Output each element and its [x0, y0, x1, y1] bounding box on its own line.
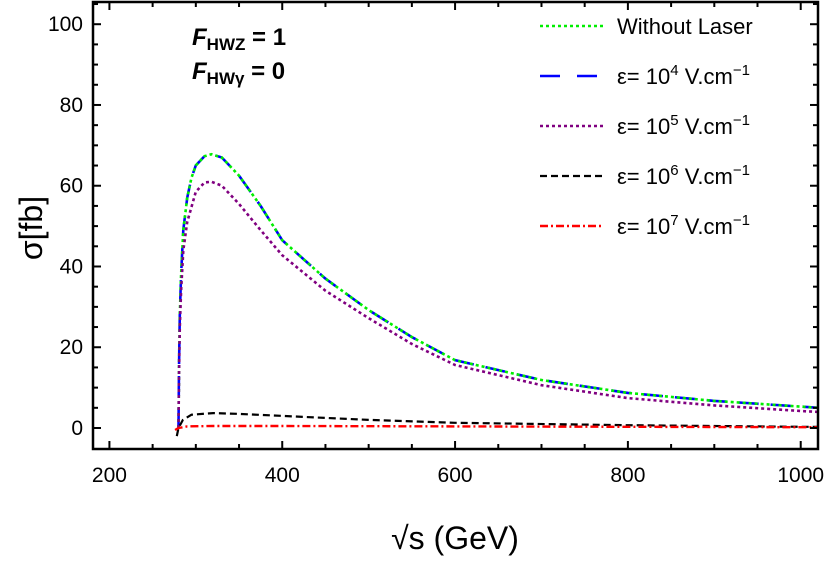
legend: Without Laser ε= 104 V.cm−1 ε= 105 V.cm−1 ε… [540, 14, 753, 239]
y-tick-label: 0 [71, 417, 83, 440]
series-line-1 [177, 152, 818, 429]
legend-label-3: ε= 106 V.cm−1 [617, 162, 750, 189]
series-line-2 [177, 180, 818, 429]
series-line-0 [177, 152, 818, 429]
annotation-1: FHWγ = 0 [192, 58, 285, 88]
x-tick-label: 200 [92, 464, 127, 487]
y-tick-label: 40 [60, 255, 83, 278]
y-tick-label: 80 [60, 94, 83, 117]
legend-label-4: ε= 107 V.cm−1 [617, 212, 750, 239]
series-line-4 [174, 424, 818, 432]
legend-label-0: ε= 104 V.cm−1 [617, 62, 750, 89]
x-tick-label: 1000 [777, 464, 824, 487]
x-tick-label: 400 [265, 464, 300, 487]
y-axis-label: σ[fb] [13, 196, 49, 260]
y-tick-label: 100 [48, 13, 83, 36]
x-tick-label: 800 [610, 464, 645, 487]
legend-label-2: ε= 105 V.cm−1 [617, 112, 750, 139]
y-tick-label: 60 [60, 175, 83, 198]
x-tick-label: 600 [438, 464, 473, 487]
y-tick-label: 20 [60, 336, 83, 359]
annotation-0: FHWZ = 1 [192, 24, 286, 54]
x-axis-label: √s (GeV) [391, 520, 519, 556]
series-line-3 [175, 411, 818, 437]
annotations: FHWZ = 1 FHWγ = 0 [192, 24, 286, 88]
legend-label-1: Without Laser [617, 14, 753, 39]
